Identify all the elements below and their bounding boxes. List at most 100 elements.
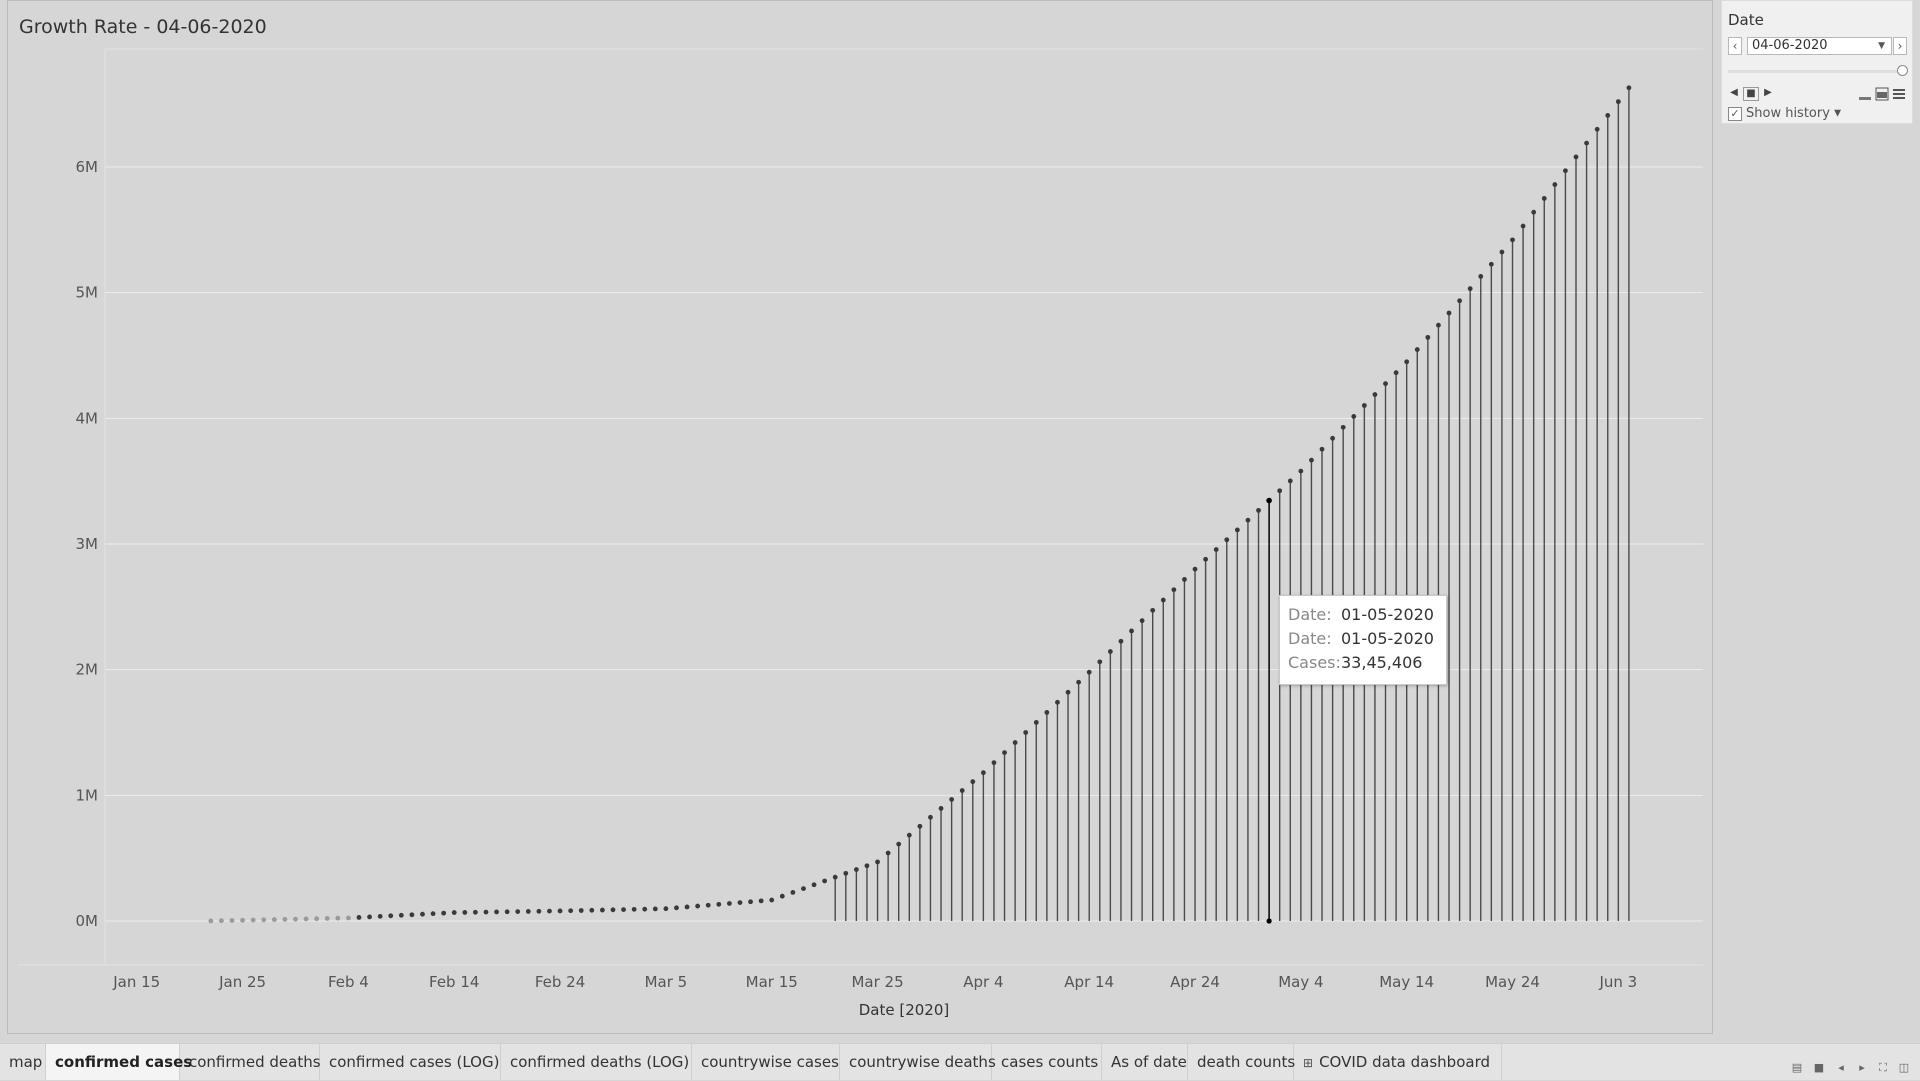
scroll-left-icon[interactable]: ◂ xyxy=(1838,1061,1844,1074)
chevron-down-icon[interactable]: ▼ xyxy=(1878,41,1885,51)
show-history-checkbox[interactable]: ✓ xyxy=(1728,106,1742,121)
data-point xyxy=(547,908,552,914)
data-point xyxy=(1224,537,1230,543)
show-history-label: Show history xyxy=(1746,106,1830,121)
tab-confirmed-cases[interactable]: confirmed cases xyxy=(46,1044,192,1080)
date-slider-thumb[interactable] xyxy=(1897,65,1908,76)
speed-medium-icon[interactable] xyxy=(1875,87,1889,101)
data-point xyxy=(1626,85,1632,91)
tooltip-label: Cases: xyxy=(1288,653,1341,672)
tab-label: confirmed deaths xyxy=(189,1053,321,1071)
fullscreen-icon[interactable]: ⛶ xyxy=(1879,1061,1887,1074)
data-point xyxy=(1372,392,1378,397)
data-point xyxy=(1097,659,1103,665)
tab-as-of-date[interactable]: As of date xyxy=(1102,1044,1188,1080)
data-point xyxy=(1065,689,1071,695)
chevron-right-icon[interactable]: › xyxy=(1893,37,1907,55)
tooltip-row: Date: 01-05-2020 xyxy=(1288,605,1434,627)
data-point xyxy=(367,914,372,920)
data-point xyxy=(1488,261,1494,267)
play-forward-icon[interactable]: ▶ xyxy=(1762,87,1774,101)
scroll-right-icon[interactable]: ▸ xyxy=(1859,1061,1865,1074)
data-point xyxy=(652,906,658,912)
tooltip-row: Date: 01-05-2020 xyxy=(1288,629,1434,651)
growth-rate-chart[interactable]: 0M 1M 2M 3M 4M 5M 6M Jan 15 Jan 25 Feb 4 Feb 14 Feb… xyxy=(8,1,1714,1035)
data-point xyxy=(1277,488,1283,494)
chevron-left-icon[interactable]: ‹ xyxy=(1728,37,1742,55)
data-point xyxy=(356,915,362,920)
tab-confirmed-cases-log[interactable]: confirmed cases (LOG) xyxy=(320,1044,501,1080)
tab-label: COVID data dashboard xyxy=(1319,1053,1490,1071)
tab-list-icon[interactable]: ▤ xyxy=(1791,1061,1803,1074)
data-point xyxy=(1393,370,1399,376)
data-point xyxy=(864,863,870,869)
data-point xyxy=(1446,310,1452,316)
data-point xyxy=(980,770,986,776)
data-point xyxy=(885,850,891,856)
data-point xyxy=(1309,457,1314,463)
data-point xyxy=(1076,679,1082,685)
y-tick-label: 3M xyxy=(76,535,99,553)
y-tick-label: 4M xyxy=(76,409,99,427)
date-slider-track[interactable] xyxy=(1728,70,1898,73)
tab-death-counts[interactable]: death counts xyxy=(1188,1044,1295,1080)
data-point xyxy=(1467,286,1473,292)
step-back-icon[interactable]: ◀ xyxy=(1728,87,1740,101)
tab-label: cases counts xyxy=(1001,1053,1099,1071)
data-point xyxy=(726,901,732,906)
tab-label: countrywise cases xyxy=(701,1053,839,1071)
data-point xyxy=(324,916,330,921)
tab-countrywise-deaths[interactable]: countrywise deaths xyxy=(840,1044,996,1080)
tooltip-value: 01-05-2020 xyxy=(1341,629,1434,648)
data-point xyxy=(1023,730,1029,735)
data-point xyxy=(779,893,785,899)
data-point xyxy=(790,889,796,895)
data-point xyxy=(938,805,944,811)
data-point xyxy=(737,900,743,906)
data-point xyxy=(970,779,976,785)
data-point xyxy=(621,907,626,912)
show-history-toggle[interactable]: ✓ Show history ▼ xyxy=(1728,106,1841,121)
tab-cases-counts[interactable]: cases counts xyxy=(992,1044,1102,1080)
data-point xyxy=(811,882,817,888)
data-point xyxy=(1150,607,1156,613)
data-point xyxy=(705,902,711,908)
tab-label: countrywise deaths xyxy=(849,1053,996,1071)
speed-fast-icon[interactable] xyxy=(1892,87,1906,101)
data-point xyxy=(1552,182,1558,187)
y-tick-label: 2M xyxy=(76,661,99,679)
data-point xyxy=(1287,478,1293,484)
highlighted-data-point xyxy=(1266,497,1272,504)
tab-confirmed-deaths-log[interactable]: confirmed deaths (LOG) xyxy=(501,1044,692,1080)
tab-countrywise-cases[interactable]: countrywise cases xyxy=(692,1044,840,1080)
tooltip: Date: 01-05-2020 Date: 01-05-2020 Cases:33… xyxy=(1279,595,1447,685)
data-point xyxy=(472,909,478,915)
date-filter-panel: Date ‹ 04-06-2020 ▼ › ◀ ■ ▶ ✓ Show histor… xyxy=(1721,0,1913,124)
data-point xyxy=(695,903,701,909)
data-point xyxy=(1457,298,1462,304)
data-point xyxy=(1478,274,1484,279)
data-point xyxy=(1118,638,1124,644)
date-dropdown[interactable]: 04-06-2020 ▼ xyxy=(1747,37,1892,55)
data-point xyxy=(494,909,499,915)
filmstrip-icon[interactable]: ■ xyxy=(1813,1061,1825,1074)
x-tick-label: Apr 4 xyxy=(963,973,1003,991)
data-point xyxy=(1160,597,1166,603)
tab-map[interactable]: map xyxy=(0,1044,46,1080)
data-point xyxy=(229,918,235,923)
stop-icon[interactable]: ■ xyxy=(1743,87,1759,101)
speed-slow-icon[interactable] xyxy=(1858,87,1872,101)
tab-covid-data-dashboard[interactable]: ⊞ COVID data dashboard xyxy=(1294,1044,1502,1080)
data-point xyxy=(758,898,764,904)
data-point xyxy=(250,917,256,923)
presentation-icon[interactable]: ◫ xyxy=(1898,1061,1910,1074)
x-tick-label: Apr 14 xyxy=(1064,973,1114,991)
data-point xyxy=(1531,209,1537,215)
data-point xyxy=(557,908,563,914)
data-point xyxy=(663,906,669,912)
caret-down-icon[interactable]: ▼ xyxy=(1834,108,1841,119)
x-tick-label: Feb 4 xyxy=(328,973,369,991)
tab-confirmed-deaths[interactable]: confirmed deaths xyxy=(180,1044,321,1080)
data-point xyxy=(240,917,245,923)
data-point xyxy=(208,918,214,924)
